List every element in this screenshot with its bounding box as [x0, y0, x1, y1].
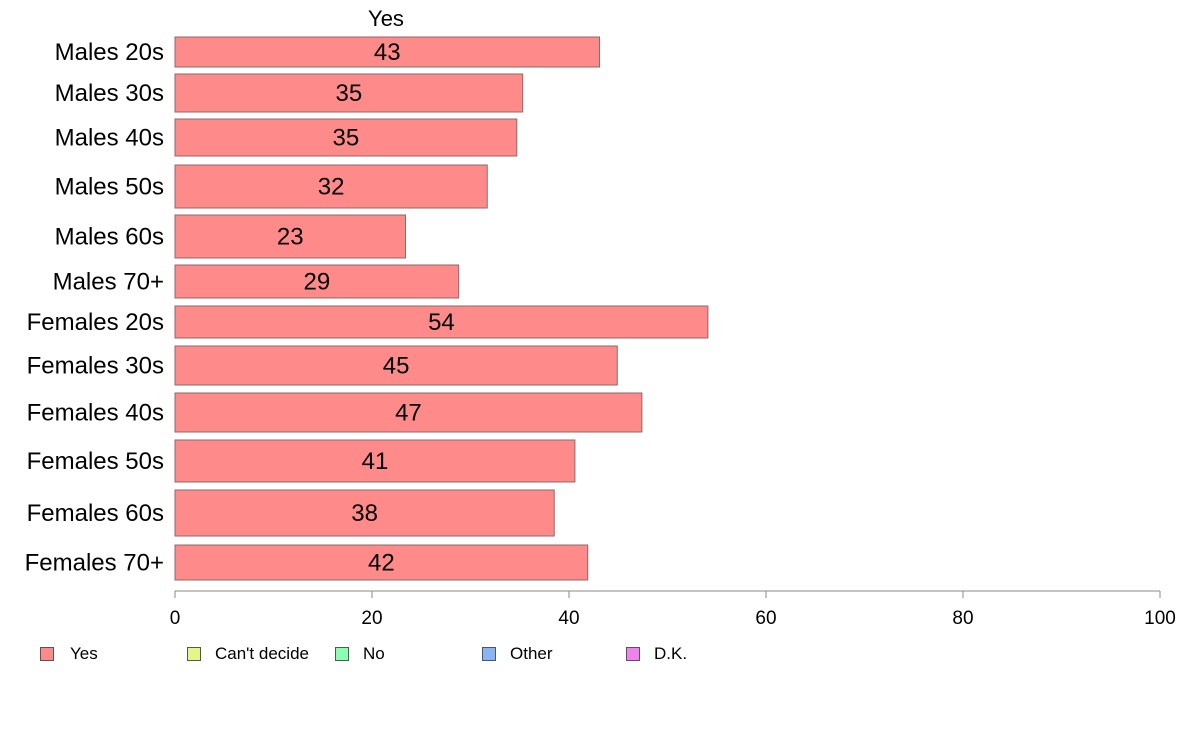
bar-females-20s: [174, 305, 709, 339]
bar-females-50s: [174, 439, 576, 483]
bar-females-70plus: [174, 544, 589, 581]
category-label-males-60s: Males 60s: [55, 224, 164, 251]
x-tick-label-20: 20: [361, 608, 382, 629]
x-tick-label-100: 100: [1144, 608, 1176, 629]
legend-item-yes: Yes: [40, 644, 98, 664]
legend-label-dk: D.K.: [654, 644, 688, 663]
legend-swatch-yes: [40, 647, 54, 661]
category-label-females-40s: Females 40s: [27, 400, 164, 427]
x-tick-label-60: 60: [755, 608, 776, 629]
category-label-males-40s: Males 40s: [55, 125, 164, 152]
x-tick-label-40: 40: [558, 608, 579, 629]
value-label-males-20s: 43: [374, 39, 401, 66]
legend-swatch-cant-decide: [187, 647, 201, 661]
bars-group: Males 20s 43 Males 30s 35 Males 40s 35 Males 5…: [25, 36, 709, 581]
value-label-females-60s: 38: [351, 500, 378, 527]
value-label-females-70plus: 42: [368, 550, 395, 577]
category-label-females-50s: Females 50s: [27, 448, 164, 475]
value-label-males-40s: 35: [333, 125, 360, 152]
legend-label-yes: Yes: [70, 644, 98, 663]
category-label-females-60s: Females 60s: [27, 500, 164, 527]
category-label-females-70plus: Females 70+: [25, 550, 164, 577]
value-label-males-50s: 32: [318, 174, 345, 201]
category-label-males-70plus: Males 70+: [53, 269, 164, 296]
x-axis: 0 20 40 60 80 100: [170, 590, 1176, 629]
legend-item-cant-decide: Can't decide: [187, 644, 309, 664]
legend-item-dk: D.K.: [626, 644, 687, 664]
value-label-females-40s: 47: [395, 400, 422, 427]
legend-item-no: No: [335, 644, 385, 664]
value-label-females-30s: 45: [383, 353, 410, 380]
legend-swatch-no: [335, 647, 349, 661]
value-label-males-60s: 23: [277, 224, 304, 251]
bar-females-60s: [174, 489, 555, 537]
x-tick-label-80: 80: [952, 608, 973, 629]
value-label-females-50s: 41: [362, 448, 389, 475]
category-label-males-20s: Males 20s: [55, 39, 164, 66]
bar-males-20s: [174, 36, 601, 68]
category-label-males-50s: Males 50s: [55, 174, 164, 201]
value-label-males-70plus: 29: [303, 269, 330, 296]
value-label-males-30s: 35: [336, 80, 363, 107]
value-label-females-20s: 54: [428, 309, 455, 336]
bar-females-30s: [174, 345, 618, 386]
bar-females-40s: [174, 392, 643, 433]
legend-label-other: Other: [510, 644, 553, 663]
bar-males-70plus: [174, 264, 460, 299]
bar-males-30s: [174, 73, 524, 113]
legend-label-cant-decide: Can't decide: [215, 644, 309, 663]
category-label-females-30s: Females 30s: [27, 353, 164, 380]
legend-swatch-dk: [626, 647, 640, 661]
category-label-females-20s: Females 20s: [27, 309, 164, 336]
legend-label-no: No: [363, 644, 385, 663]
x-tick-label-0: 0: [170, 608, 181, 629]
legend-item-other: Other: [482, 644, 553, 664]
legend-swatch-other: [482, 647, 496, 661]
bar-males-40s: [174, 118, 518, 157]
bar-males-60s: [174, 214, 406, 259]
series-header-label: Yes: [368, 6, 404, 31]
category-label-males-30s: Males 30s: [55, 80, 164, 107]
bar-males-50s: [174, 164, 488, 209]
legend: Yes Can't decide No Other D.K.: [0, 644, 760, 668]
